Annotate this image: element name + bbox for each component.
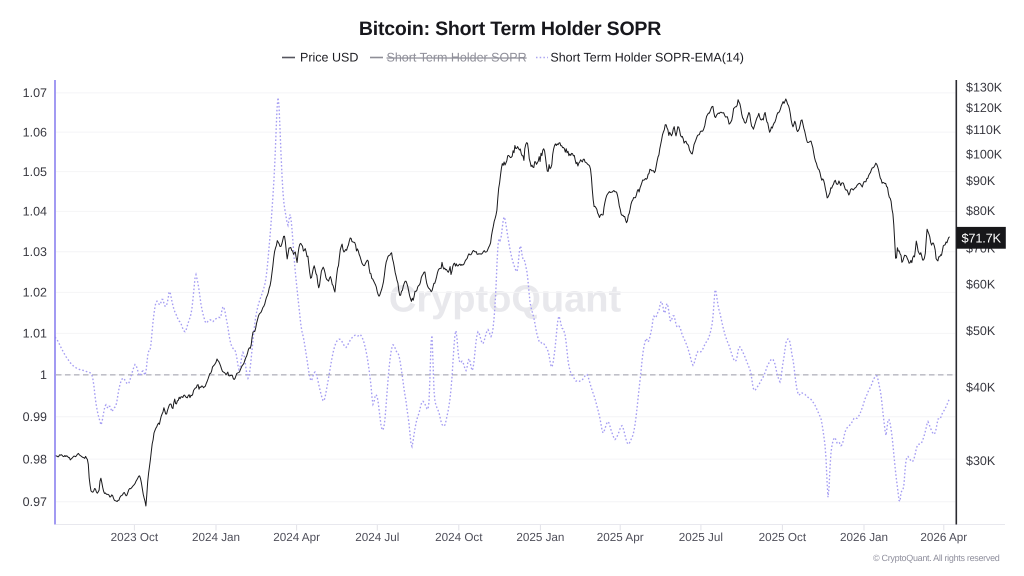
svg-text:$130K: $130K	[966, 81, 1003, 95]
svg-text:0.99: 0.99	[23, 410, 47, 424]
svg-text:2026 Jan: 2026 Jan	[840, 531, 888, 544]
svg-text:2025 Oct: 2025 Oct	[759, 531, 807, 544]
svg-text:Short Term Holder SOPR-EMA(14): Short Term Holder SOPR-EMA(14)	[550, 51, 744, 65]
svg-text:2024 Jul: 2024 Jul	[355, 531, 399, 544]
svg-text:$40K: $40K	[966, 381, 996, 395]
svg-text:$80K: $80K	[966, 204, 996, 218]
svg-text:$100K: $100K	[966, 147, 1003, 161]
svg-text:$120K: $120K	[966, 101, 1003, 115]
svg-text:Short Term Holder SOPR: Short Term Holder SOPR	[387, 51, 527, 65]
svg-text:$110K: $110K	[966, 123, 1002, 137]
svg-text:$50K: $50K	[966, 324, 996, 338]
svg-text:2024 Jan: 2024 Jan	[192, 531, 240, 544]
svg-text:$71.7K: $71.7K	[962, 231, 1002, 246]
svg-text:1.05: 1.05	[23, 165, 47, 179]
svg-text:2024 Oct: 2024 Oct	[435, 531, 483, 544]
svg-text:2025 Jul: 2025 Jul	[679, 531, 723, 544]
svg-text:$30K: $30K	[966, 454, 996, 468]
svg-text:1.06: 1.06	[23, 125, 47, 139]
svg-text:0.97: 0.97	[23, 495, 47, 509]
svg-text:1.03: 1.03	[23, 245, 47, 259]
svg-text:$60K: $60K	[966, 278, 996, 292]
svg-text:1.07: 1.07	[23, 86, 47, 100]
svg-text:$90K: $90K	[966, 174, 996, 188]
svg-text:1: 1	[40, 368, 47, 382]
svg-text:2024 Apr: 2024 Apr	[273, 531, 320, 544]
svg-text:1.01: 1.01	[23, 327, 47, 341]
svg-text:© CryptoQuant. All rights rese: © CryptoQuant. All rights reserved	[873, 553, 1000, 563]
svg-text:2026 Apr: 2026 Apr	[920, 531, 967, 544]
svg-text:1.02: 1.02	[23, 286, 47, 300]
svg-text:0.98: 0.98	[23, 452, 47, 466]
svg-text:2025 Apr: 2025 Apr	[597, 531, 644, 544]
svg-text:Price USD: Price USD	[300, 51, 358, 65]
svg-text:Bitcoin: Short Term Holder SOP: Bitcoin: Short Term Holder SOPR	[359, 18, 661, 40]
svg-text:2023 Oct: 2023 Oct	[111, 531, 159, 544]
svg-text:2025 Jan: 2025 Jan	[516, 531, 564, 544]
svg-text:1.04: 1.04	[23, 205, 47, 219]
svg-text:CryptoQuant: CryptoQuant	[389, 279, 622, 321]
